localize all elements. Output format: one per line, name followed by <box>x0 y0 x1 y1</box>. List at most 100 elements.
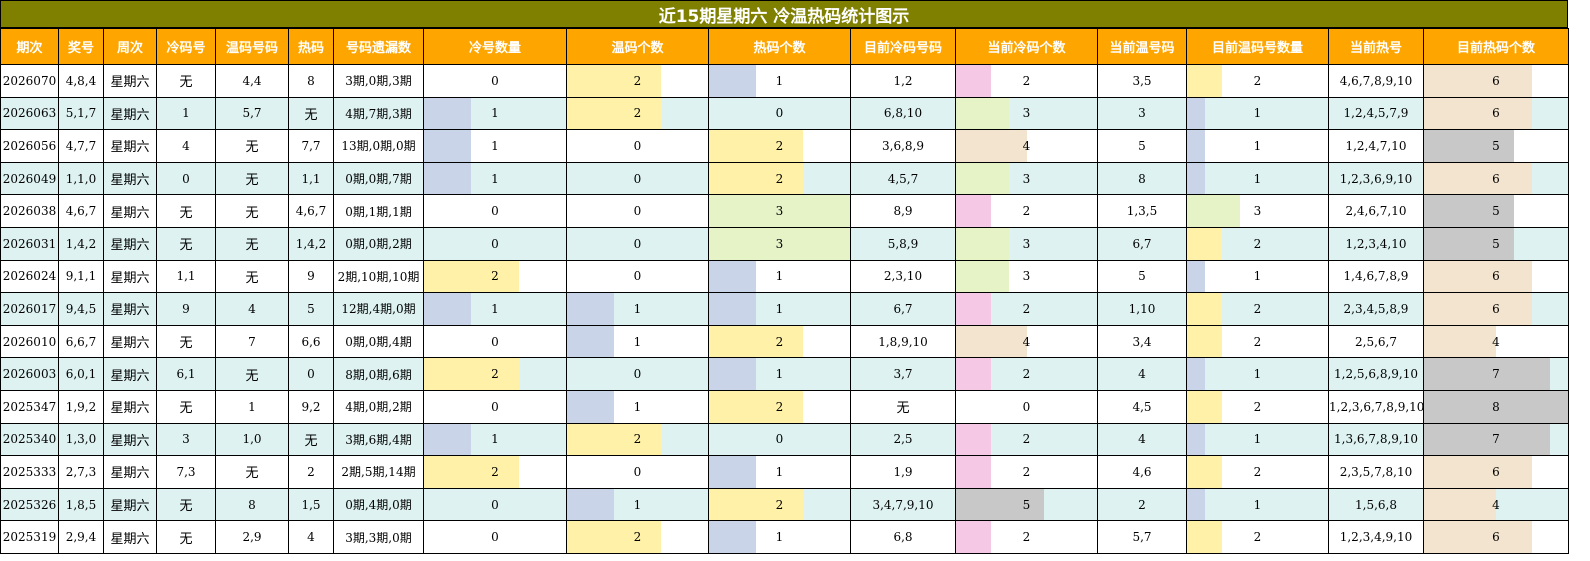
current-cold-count-cell: 3 <box>955 259 1098 294</box>
current-warm-cell: 5,7 <box>1097 520 1187 554</box>
table-row: 2025319 2,9,4 星期六无 2,9 4 3期,3期,0期 0 2 1 6,8 2 5,7 2 1… <box>0 520 1569 554</box>
col-header: 热码 <box>288 28 334 65</box>
issue-cell: 2026056 <box>0 129 59 163</box>
count-bar-fill <box>956 98 1009 129</box>
count-label: 7 <box>1492 367 1500 382</box>
warm-cell: 无 <box>215 161 289 196</box>
hot-cell: 7,7 <box>288 129 334 163</box>
table-row: 2025326 1,8,5 星期六无 8 1,5 0期,4期,0期 0 1 2 3,4,7,9,1… <box>0 487 1569 522</box>
count-label: 2 <box>1253 236 1262 251</box>
current-cold-cell: 1,9 <box>850 455 956 489</box>
hot-count-cell: 2 <box>708 389 851 424</box>
count-bar-fill <box>567 391 614 423</box>
current-warm-cell: 5 <box>1097 129 1187 163</box>
current-hot-cell: 1,2,3,6,9,10 <box>1328 161 1424 196</box>
cold-cell: 1,1 <box>156 259 216 294</box>
hot-count-cell: 1 <box>708 259 851 294</box>
count-bar-fill <box>709 228 850 260</box>
current-warm-cell: 2 <box>1097 487 1187 522</box>
count-bar-fill <box>709 130 803 162</box>
count-bar-fill <box>1424 326 1496 357</box>
count-bar-fill <box>1424 130 1514 162</box>
weekday-cell: 星期六 <box>103 389 157 424</box>
numbers-cell: 1,9,2 <box>58 389 104 424</box>
numbers-cell: 9,4,5 <box>58 292 104 326</box>
current-hot-count-cell: 6 <box>1423 96 1569 131</box>
count-bar-fill <box>567 326 614 357</box>
count-label: 6 <box>1492 171 1500 186</box>
count-bar-fill <box>567 521 661 553</box>
weekday-cell: 星期六 <box>103 357 157 391</box>
current-warm-cell: 3,4 <box>1097 324 1187 359</box>
current-warm-count-cell: 2 <box>1186 292 1329 326</box>
warm-count-cell: 2 <box>566 520 709 554</box>
count-bar-fill <box>709 489 803 520</box>
count-bar-fill <box>567 424 661 455</box>
count-bar-fill <box>1187 65 1223 97</box>
current-hot-cell: 1,3,6,7,8,9,10 <box>1328 422 1424 457</box>
weekday-cell: 星期六 <box>103 64 157 98</box>
table-row: 2026056 4,7,7 星期六 4 无 7,7 13期,0期,0期 1 0 2 3,6,8,9 4… <box>0 129 1569 163</box>
count-label: 7 <box>1492 432 1500 447</box>
current-warm-count-cell: 1 <box>1186 161 1329 196</box>
current-cold-cell: 4,5,7 <box>850 161 956 196</box>
current-warm-count-cell: 3 <box>1186 194 1329 228</box>
count-label: 0 <box>1022 399 1031 414</box>
count-label: 0 <box>633 138 642 153</box>
current-hot-cell: 1,2,4,5,7,9 <box>1328 96 1424 131</box>
cold-cell: 3 <box>156 422 216 457</box>
count-label: 3 <box>1022 106 1031 121</box>
numbers-cell: 9,1,1 <box>58 259 104 294</box>
count-bar-fill <box>1187 163 1205 194</box>
miss-cell: 8期,0期,6期 <box>333 357 424 391</box>
warm-count-cell: 2 <box>566 422 709 457</box>
miss-cell: 0期,0期,2期 <box>333 226 424 261</box>
miss-cell: 2期,5期,14期 <box>333 455 424 489</box>
count-label: 6 <box>1492 73 1500 88</box>
count-bar-fill <box>1424 358 1550 390</box>
table-row: 2026024 9,1,1 星期六 1,1 无 9 2期,10期,10期 2 0 1 2,3,10 3… <box>0 259 1569 294</box>
count-bar-fill <box>956 489 1045 520</box>
col-header: 目前温码号数量 <box>1186 28 1329 65</box>
weekday-cell: 星期六 <box>103 292 157 326</box>
hot-cell: 1,4,2 <box>288 226 334 261</box>
count-bar-fill <box>709 261 756 292</box>
weekday-cell: 星期六 <box>103 259 157 294</box>
cold-cell: 无 <box>156 64 216 98</box>
current-cold-cell: 2,3,10 <box>850 259 956 294</box>
count-bar-fill <box>424 358 519 390</box>
warm-count-cell: 0 <box>566 259 709 294</box>
warm-cell: 无 <box>215 194 289 228</box>
count-label: 2 <box>1022 464 1031 479</box>
count-label: 2 <box>633 432 642 447</box>
current-warm-cell: 6,7 <box>1097 226 1187 261</box>
count-label: 1 <box>491 106 499 121</box>
cold-count-cell: 2 <box>423 259 567 294</box>
count-bar-fill <box>424 293 472 325</box>
current-cold-count-cell: 0 <box>955 389 1098 424</box>
current-cold-count-cell: 2 <box>955 64 1098 98</box>
hot-count-cell: 1 <box>708 520 851 554</box>
warm-count-cell: 0 <box>566 455 709 489</box>
count-label: 2 <box>1253 464 1262 479</box>
count-bar-fill <box>1187 130 1205 162</box>
count-label: 1 <box>633 497 642 512</box>
miss-cell: 2期,10期,10期 <box>333 259 424 294</box>
numbers-cell: 1,4,2 <box>58 226 104 261</box>
warm-cell: 7 <box>215 324 289 359</box>
count-bar-fill <box>1187 195 1240 227</box>
current-hot-cell: 2,3,4,5,8,9 <box>1328 292 1424 326</box>
current-hot-cell: 1,2,4,7,10 <box>1328 129 1424 163</box>
numbers-cell: 1,8,5 <box>58 487 104 522</box>
count-label: 4 <box>1492 497 1500 512</box>
table-row: 2025333 2,7,3 星期六 7,3 无 2 2期,5期,14期 2 0 1 1,9 2 4,6 2… <box>0 455 1569 489</box>
count-bar-fill <box>1187 293 1223 325</box>
count-label: 2 <box>1253 530 1262 545</box>
weekday-cell: 星期六 <box>103 324 157 359</box>
warm-count-cell: 1 <box>566 389 709 424</box>
warm-count-cell: 1 <box>566 292 709 326</box>
count-label: 0 <box>633 236 642 251</box>
table-row: 2025340 1,3,0 星期六 3 1,0 无 3期,6期,4期 1 2 0 2,5 2 4 1 1,3… <box>0 422 1569 457</box>
count-label: 0 <box>491 73 499 88</box>
count-label: 6 <box>1492 464 1500 479</box>
